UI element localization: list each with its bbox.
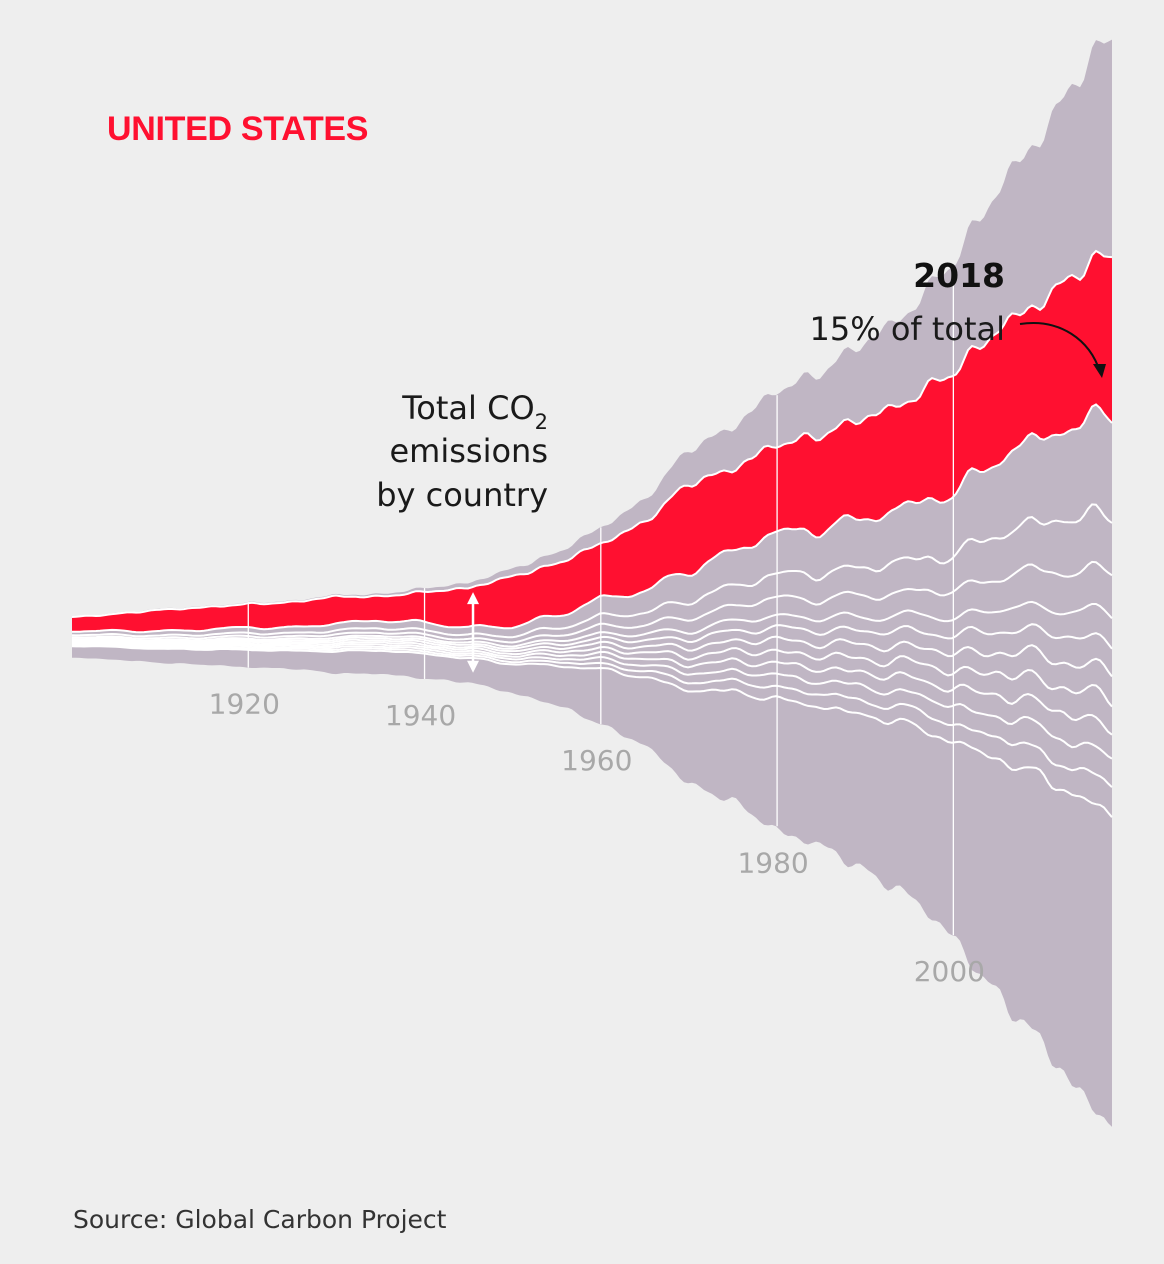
total-label-line2: emissions	[389, 432, 548, 470]
total-label-line3: by country	[376, 476, 548, 514]
year-2018-label: 2018	[913, 256, 1005, 295]
us-bottom-boundary	[71, 403, 1113, 634]
total-emissions-annotation: Total CO2 emissions by country	[376, 389, 548, 514]
x-tick-label: 1960	[561, 744, 632, 777]
country-boundary-line	[71, 635, 1113, 678]
country-boundary-line	[71, 623, 1113, 650]
share-2018-annotation: 2018 15% of total	[810, 256, 1106, 378]
stream-layers	[71, 39, 1113, 1127]
x-tick-label: 1980	[737, 846, 808, 879]
country-boundary-line	[71, 644, 1113, 788]
total-label-co: Total CO	[401, 389, 534, 427]
country-boundary-line	[71, 640, 1113, 708]
country-boundary-line	[71, 560, 1113, 644]
svg-text:Total CO2: Total CO2	[401, 389, 548, 434]
share-label: 15% of total	[810, 310, 1005, 348]
country-boundary-line	[71, 503, 1113, 639]
country-boundary-line	[71, 643, 1113, 760]
share-callout-arrow-head	[1093, 364, 1106, 378]
total-arrow-head-bottom	[467, 660, 480, 673]
x-tick-label: 1940	[385, 699, 456, 732]
united-states-area	[72, 251, 1112, 633]
us-top-boundary	[71, 249, 1113, 618]
country-boundary-line	[71, 645, 1113, 818]
x-tick-label: 2000	[914, 955, 985, 988]
x-tick-labels: 1920 1940 1960 1980 2000	[209, 688, 985, 989]
total-height-arrow	[467, 592, 480, 673]
source-note: Source: Global Carbon Project	[73, 1205, 447, 1234]
share-callout-arrow-line	[1019, 322, 1101, 373]
country-boundary-line	[72, 641, 1113, 736]
country-boundary-line	[71, 600, 1113, 648]
x-tick-label: 1920	[209, 688, 280, 721]
chart-title: UNITED STATES	[107, 110, 368, 148]
total-arrow-head-top	[467, 592, 480, 605]
total-label-subscript: 2	[535, 410, 548, 434]
decade-dividers	[247, 267, 955, 936]
